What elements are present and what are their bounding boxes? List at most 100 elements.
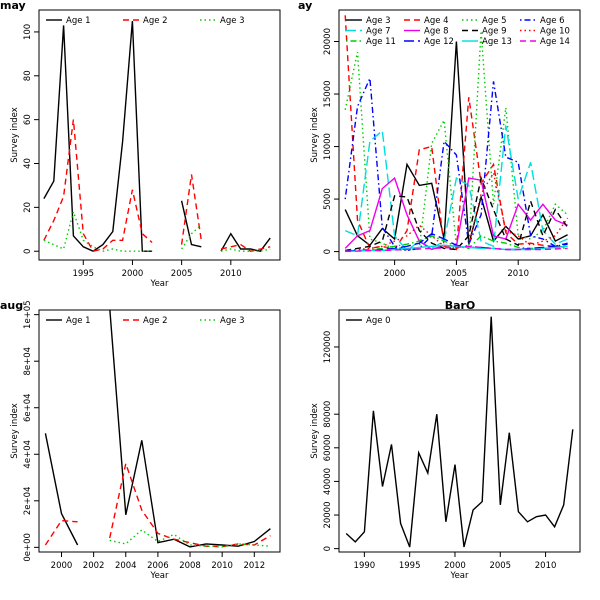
legend-label: Age 9	[482, 27, 507, 37]
x-tick-label: 2010	[507, 269, 529, 279]
legend-label: Age 11	[366, 37, 396, 47]
series-line-age-12	[345, 232, 568, 252]
legend-label: Age 6	[540, 16, 565, 26]
y-tick-label: 80	[23, 70, 33, 81]
y-tick-label: 100	[23, 24, 33, 40]
series-line-age-4	[344, 15, 568, 251]
panels: may 1995 2000 2005 2010 0 20 40 60 80 100 Year Surve…	[0, 0, 581, 581]
x-tick-label: 2004	[115, 561, 137, 571]
x-tick-label: 2002	[83, 561, 105, 571]
x-tick-label: 1995	[72, 269, 94, 279]
y-tick-label: 20000	[323, 502, 333, 529]
y-axis-label: Survey index	[310, 403, 320, 459]
y-tick-label: 1e+05	[23, 300, 33, 329]
panel-title: ay	[298, 0, 312, 12]
series-line-age-1	[43, 20, 271, 252]
panel-title: may	[0, 0, 26, 12]
y-tick-label: 5000	[323, 188, 333, 210]
legend-label: Age 7	[366, 27, 391, 37]
x-tick-label: 2005	[171, 269, 193, 279]
series-line-age-1	[44, 310, 271, 548]
series-line-age-2	[43, 119, 271, 252]
y-tick-label: 60	[23, 114, 33, 125]
legend-label: Age 12	[424, 37, 454, 47]
x-tick-label: 1995	[399, 561, 421, 571]
legend-label: Age 1	[66, 16, 91, 26]
series-line-age-3	[43, 209, 271, 252]
legend: Age 0	[346, 316, 391, 326]
legend-label: Age 4	[424, 16, 449, 26]
series-line-age-6	[344, 78, 568, 252]
legend-label: Age 2	[143, 316, 168, 326]
series-line-age-10	[345, 170, 569, 252]
x-tick-label: 2010	[535, 561, 557, 571]
panel-3: aug 2000 2002 2004 2006 2008 2010 2012 0e+00 2e+0…	[0, 299, 281, 581]
x-axis-label: Year	[450, 571, 470, 581]
y-tick-label: 0	[323, 249, 333, 254]
y-tick-label: 60000	[323, 434, 333, 461]
x-tick-label: 2008	[179, 561, 201, 571]
y-tick-label: 120000	[323, 331, 333, 363]
x-tick-label: 2005	[446, 269, 468, 279]
legend-label: Age 10	[540, 27, 570, 37]
x-tick-label: 2000	[384, 269, 406, 279]
x-tick-label: 2012	[243, 561, 265, 571]
y-tick-label: 8e+04	[23, 347, 33, 376]
plot-frame	[38, 309, 281, 553]
series-line-age-7	[344, 125, 568, 252]
plot-frame	[338, 309, 581, 553]
series-line-age-14	[345, 245, 568, 253]
legend-label: Age 8	[424, 27, 449, 37]
legend-label: Age 0	[366, 316, 391, 326]
y-tick-label: 0	[23, 249, 33, 254]
y-axis-label: Survey index	[10, 107, 20, 163]
y-tick-label: 6e+04	[23, 393, 33, 422]
y-tick-label: 0e+00	[23, 533, 33, 562]
legend-label: Age 1	[66, 316, 91, 326]
panel-4: BarO 1990 1995 2000 2005 2010 0 20000 40000 60000…	[310, 299, 581, 581]
x-tick-label: 2000	[444, 561, 466, 571]
x-tick-label: 1990	[354, 561, 376, 571]
legend-label: Age 2	[143, 16, 168, 26]
x-tick-label: 2010	[220, 269, 242, 279]
y-tick-label: 20000	[323, 28, 333, 55]
y-tick-label: 4e+04	[23, 440, 33, 469]
legend-label: Age 3	[366, 16, 391, 26]
y-tick-label: 80000	[323, 401, 333, 428]
legend-label: Age 13	[482, 37, 512, 47]
series-line-age-2	[44, 461, 271, 548]
y-tick-label: 20	[23, 202, 33, 213]
x-axis-label: Year	[150, 571, 170, 581]
y-tick-label: 40000	[323, 468, 333, 495]
legend-label: Age 3	[220, 16, 245, 26]
x-axis-label: Year	[150, 279, 170, 289]
legend-label: Age 5	[482, 16, 507, 26]
x-tick-label: 2005	[489, 561, 511, 571]
legend: Age 1 Age 2 Age 3	[46, 316, 245, 326]
y-tick-label: 0	[323, 546, 333, 551]
x-tick-label: 2006	[147, 561, 169, 571]
legend: Age 1 Age 2 Age 3	[46, 16, 245, 26]
panel-title: aug	[0, 299, 23, 312]
y-axis-label: Survey index	[10, 403, 20, 459]
plot-frame	[338, 9, 581, 261]
x-tick-label: 2010	[211, 561, 233, 571]
x-tick-label: 2000	[122, 269, 144, 279]
y-tick-label: 40	[23, 158, 33, 169]
y-tick-label: 10000	[323, 133, 333, 160]
y-tick-label: 2e+04	[23, 487, 33, 516]
x-axis-label: Year	[450, 279, 470, 289]
legend-label: Age 3	[220, 316, 245, 326]
y-tick-label: 15000	[323, 81, 333, 108]
y-axis-label: Survey index	[310, 107, 320, 163]
x-tick-label: 2000	[51, 561, 73, 571]
series-line-age-0	[345, 316, 574, 548]
panel-2: ay 2000 2005 2010 0 5000 10000 15000 20000 Year Su…	[298, 0, 581, 289]
panel-1: may 1995 2000 2005 2010 0 20 40 60 80 100 Year Surve…	[0, 0, 281, 289]
legend-label: Age 14	[540, 37, 570, 47]
plot-frame	[38, 9, 281, 261]
series-line-age-5	[344, 30, 569, 252]
panel-title: BarO	[445, 299, 476, 312]
